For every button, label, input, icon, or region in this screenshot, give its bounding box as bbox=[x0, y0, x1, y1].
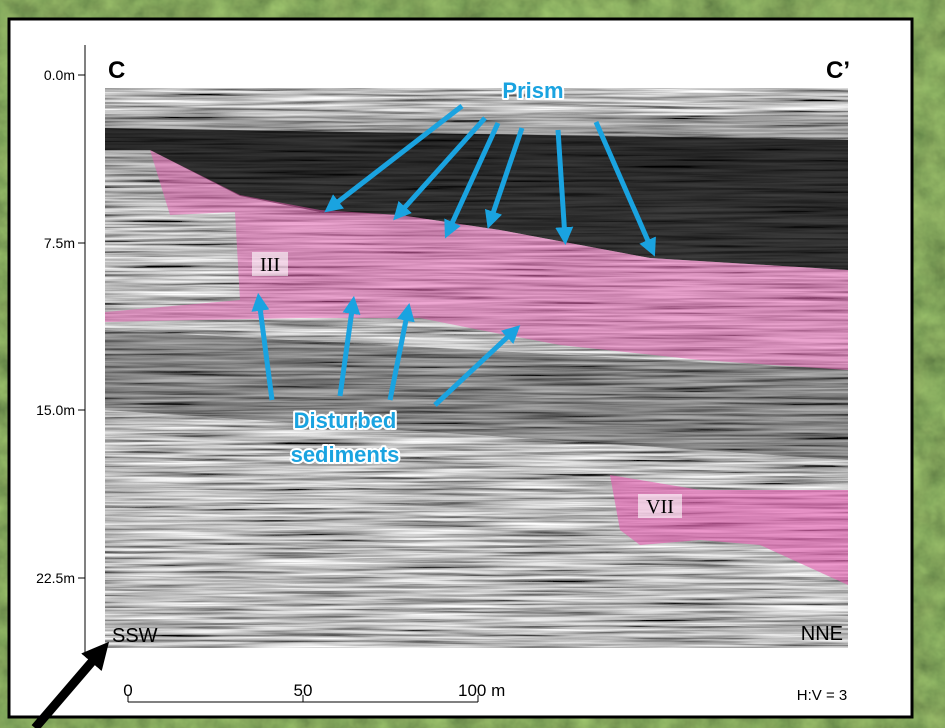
profile-end: C’ bbox=[826, 57, 850, 84]
unit-iii-label: III bbox=[260, 254, 280, 276]
ratio-label: H:V = 3 bbox=[797, 687, 847, 704]
profile-start: C bbox=[108, 57, 125, 84]
figure: C C’ 0.0m 7.5m 15.0m 22.5m Prism Disturb… bbox=[0, 0, 945, 728]
depth-label: 15.0m bbox=[36, 402, 75, 418]
disturbed-label: sediments bbox=[291, 442, 400, 467]
depth-label: 0.0m bbox=[44, 67, 75, 83]
depth-label: 22.5m bbox=[36, 570, 75, 586]
orientation-right: NNE bbox=[801, 623, 843, 645]
scale-label: 0 bbox=[123, 681, 132, 700]
scale-label: 100 m bbox=[458, 681, 505, 700]
depth-label: 7.5m bbox=[44, 235, 75, 251]
disturbed-label: Disturbed bbox=[294, 408, 397, 433]
prism-label: Prism bbox=[502, 78, 563, 103]
orientation-left: SSW bbox=[112, 625, 158, 647]
scale-label: 50 bbox=[294, 681, 313, 700]
unit-vii-label: VII bbox=[646, 496, 674, 518]
